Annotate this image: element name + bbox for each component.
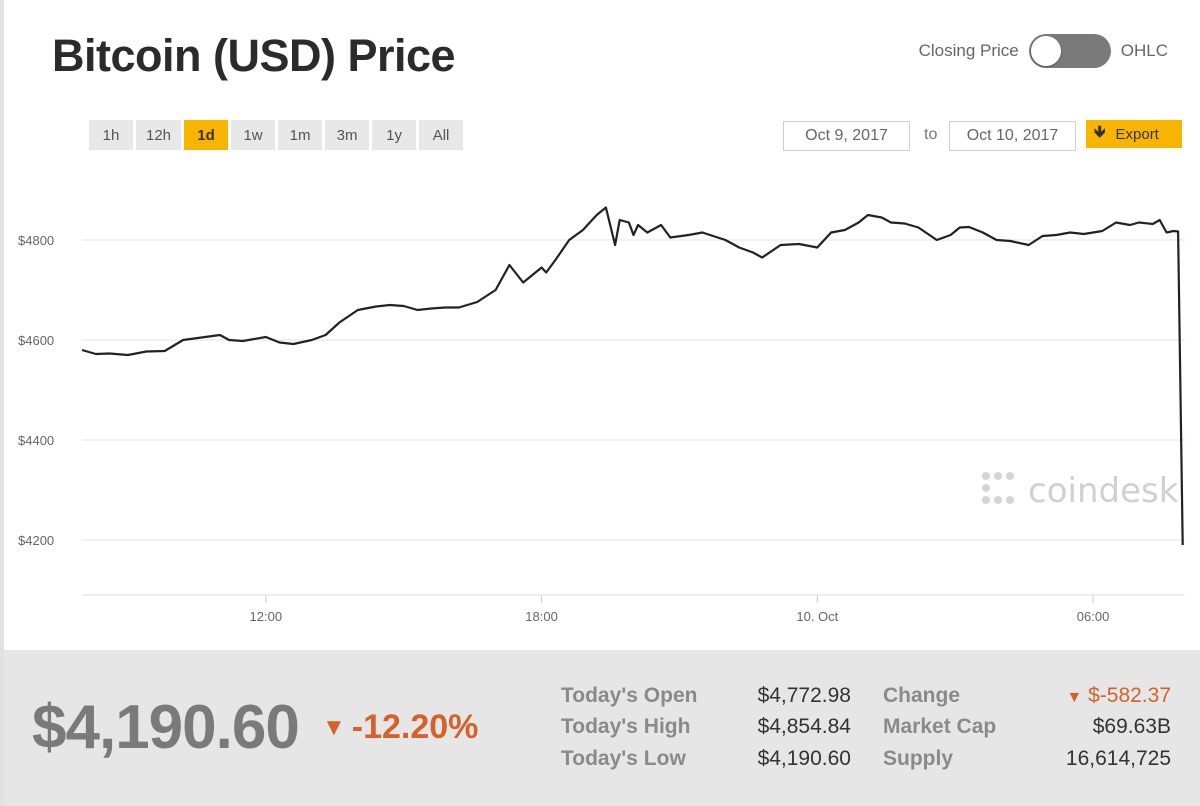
range-button-12h[interactable]: 12h — [136, 120, 182, 150]
chart-mode-toggle-group: Closing Price OHLC — [919, 34, 1168, 68]
x-tick-label: 06:00 — [1077, 609, 1110, 624]
toggle-knob — [1030, 36, 1061, 66]
stat-label: Today's Open — [561, 683, 698, 707]
change-amount: $-582.37 — [1088, 683, 1171, 707]
watermark-dot — [994, 472, 1002, 480]
watermark-dot — [982, 496, 990, 504]
stat-value: $4,772.98 — [757, 683, 851, 707]
date-from-input[interactable]: Oct 9, 2017 — [783, 121, 910, 151]
date-to-label: to — [924, 126, 938, 143]
frame-border — [0, 0, 4, 806]
watermark-dot — [994, 496, 1002, 504]
price-series-line — [81, 206, 1184, 546]
stat-label: Supply — [883, 746, 954, 770]
stats-right: Change ▼ $-582.37 Market Cap $69.63B Sup… — [883, 680, 1171, 775]
x-tick-label: 12:00 — [250, 609, 283, 624]
down-triangle-icon: ▼ — [322, 713, 346, 741]
export-button[interactable]: 🡻 Export — [1086, 120, 1182, 148]
watermark-dot — [982, 472, 990, 480]
stat-row: Change ▼ $-582.37 — [883, 680, 1171, 712]
range-button-1m[interactable]: 1m — [278, 120, 323, 150]
stat-row: Today's High $4,854.84 — [561, 712, 851, 744]
range-selector: 1h 12h 1d 1w 1m 3m 1y All — [89, 120, 464, 150]
stat-row: Market Cap $69.63B — [883, 712, 1171, 744]
stat-label: Today's Low — [561, 746, 686, 770]
ohlc-label: OHLC — [1120, 41, 1168, 60]
range-button-1y[interactable]: 1y — [372, 120, 417, 150]
watermark-dot — [1006, 496, 1014, 504]
chart-mode-toggle[interactable] — [1028, 34, 1111, 68]
x-axis-ticks: 12:00 18:00 10. Oct 06:00 — [250, 595, 1110, 624]
change-percent-value: -12.20% — [351, 708, 479, 746]
range-button-3m[interactable]: 3m — [325, 120, 370, 150]
x-tick-label: 18:00 — [525, 609, 558, 624]
y-tick-label: $4800 — [18, 233, 54, 248]
range-button-1h[interactable]: 1h — [89, 120, 133, 150]
stats-left: Today's Open $4,772.98 Today's High $4,8… — [561, 680, 851, 775]
stat-row: Today's Open $4,772.98 — [561, 680, 851, 712]
watermark-dot — [1006, 472, 1014, 480]
range-button-1d[interactable]: 1d — [184, 120, 229, 150]
date-to-input[interactable]: Oct 10, 2017 — [949, 121, 1076, 151]
down-triangle-icon: ▼ — [1066, 688, 1083, 706]
stat-value: $4,190.60 — [757, 746, 851, 770]
y-tick-label: $4600 — [18, 333, 54, 348]
stat-row: Supply 16,614,725 — [883, 743, 1171, 775]
closing-price-label: Closing Price — [918, 41, 1019, 60]
stat-value: 16,614,725 — [1065, 746, 1171, 770]
stat-row: Today's Low $4,190.60 — [561, 743, 851, 775]
stat-label: Today's High — [561, 715, 691, 739]
watermark-text: coindesk — [1028, 471, 1179, 511]
chart-grid — [82, 239, 1185, 596]
price-chart[interactable]: $4200 $4400 $4600 $4800 12:00 18:00 10. Oct 06… — [0, 170, 1200, 640]
y-axis-ticks: $4200 $4400 $4600 $4800 — [18, 233, 54, 548]
y-tick-label: $4400 — [18, 433, 54, 448]
y-tick-label: $4200 — [18, 533, 54, 548]
summary-panel: $4,190.60 ▼ -12.20% Today's Open $4,772.… — [4, 650, 1200, 806]
x-tick-label: 10. Oct — [796, 609, 838, 624]
stat-value: $69.63B — [1092, 715, 1171, 739]
current-price: $4,190.60 — [32, 693, 300, 762]
range-button-1w[interactable]: 1w — [231, 120, 276, 150]
download-arrow-icon: 🡻 — [1094, 123, 1106, 141]
coindesk-watermark: coindesk — [982, 471, 1179, 511]
stat-label: Change — [883, 683, 961, 707]
stat-value: $4,854.84 — [757, 715, 851, 739]
export-label: Export — [1115, 125, 1159, 143]
range-button-all[interactable]: All — [419, 120, 464, 150]
page-title: Bitcoin (USD) Price — [52, 30, 456, 81]
watermark-dot — [982, 484, 990, 492]
stat-label: Market Cap — [883, 715, 997, 739]
change-percent: ▼ -12.20% — [322, 708, 478, 747]
change-value: ▼ $-582.37 — [1066, 684, 1171, 708]
